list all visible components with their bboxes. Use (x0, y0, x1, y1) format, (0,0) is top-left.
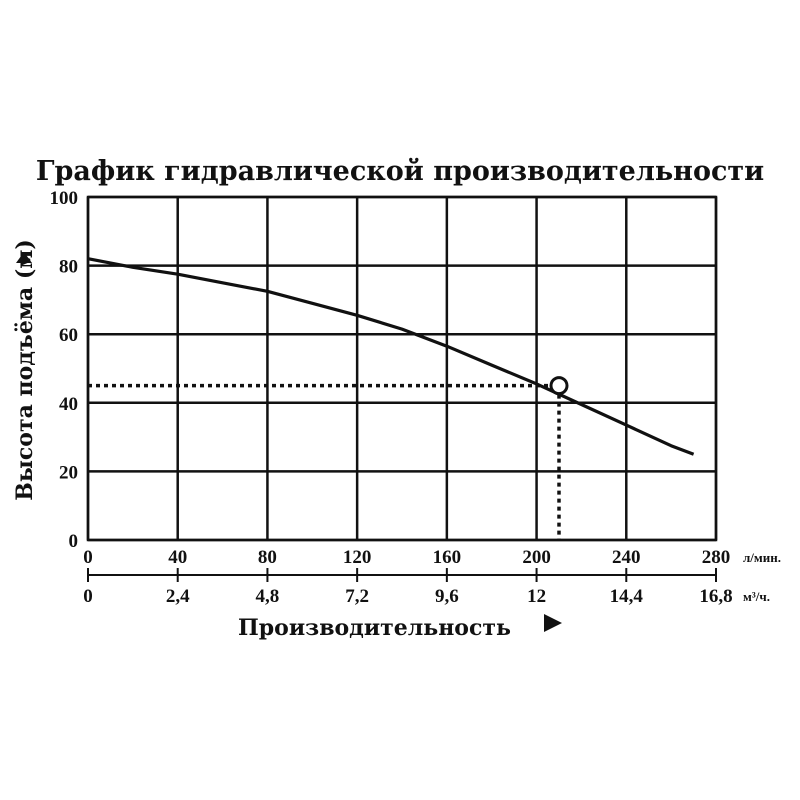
x-tick-label-primary: 240 (612, 547, 641, 568)
x-unit-primary: л/мин. (743, 550, 781, 565)
x-axes: 0 0 40 2,4 80 4,8 120 7,2 160 9,6 200 12 240 14,4 280 1… (83, 547, 732, 607)
y-tick-label: 60 (59, 325, 78, 346)
y-tick-label: 20 (59, 462, 78, 483)
y-axis-label: Высота подъёма (м) (12, 239, 38, 501)
x-tick-label-primary: 280 (702, 547, 731, 568)
plot-frame (86, 195, 718, 542)
x-tick-label-secondary: 9,6 (435, 586, 459, 607)
x-tick-label-primary: 200 (522, 547, 551, 568)
x-tick-label-secondary: 0 (83, 586, 93, 607)
x-tick-label-secondary: 12 (527, 586, 546, 607)
x-unit-secondary: м³/ч. (743, 589, 770, 604)
x-tick-label-primary: 0 (83, 547, 93, 568)
x-tick-label-primary: 40 (168, 547, 187, 568)
chart-title: График гидравлической производительности (36, 156, 764, 187)
x-tick-label-primary: 120 (343, 547, 372, 568)
y-tick-labels: 0 20 40 60 80 100 (50, 188, 79, 552)
x-tick-label-secondary: 2,4 (166, 586, 190, 607)
y-tick-label: 100 (50, 188, 79, 209)
y-axis-arrow-icon (16, 252, 32, 263)
x-axis-arrow-icon (544, 614, 562, 632)
x-tick-label-secondary: 7,2 (345, 586, 369, 607)
x-tick-label-secondary: 16,8 (699, 586, 732, 607)
performance-curve (87, 257, 695, 456)
curve-layer (87, 257, 695, 540)
x-tick-label-secondary: 14,4 (610, 586, 644, 607)
grid-lines (86, 195, 718, 542)
x-tick-label-secondary: 4,8 (256, 586, 280, 607)
x-axis-label: Производительность (238, 615, 511, 641)
x-tick-label-primary: 160 (433, 547, 462, 568)
y-tick-label: 0 (69, 531, 79, 552)
operating-point-marker (549, 376, 569, 396)
y-tick-label: 40 (59, 394, 78, 415)
y-tick-label: 80 (59, 257, 78, 278)
x-tick-label-primary: 80 (258, 547, 277, 568)
